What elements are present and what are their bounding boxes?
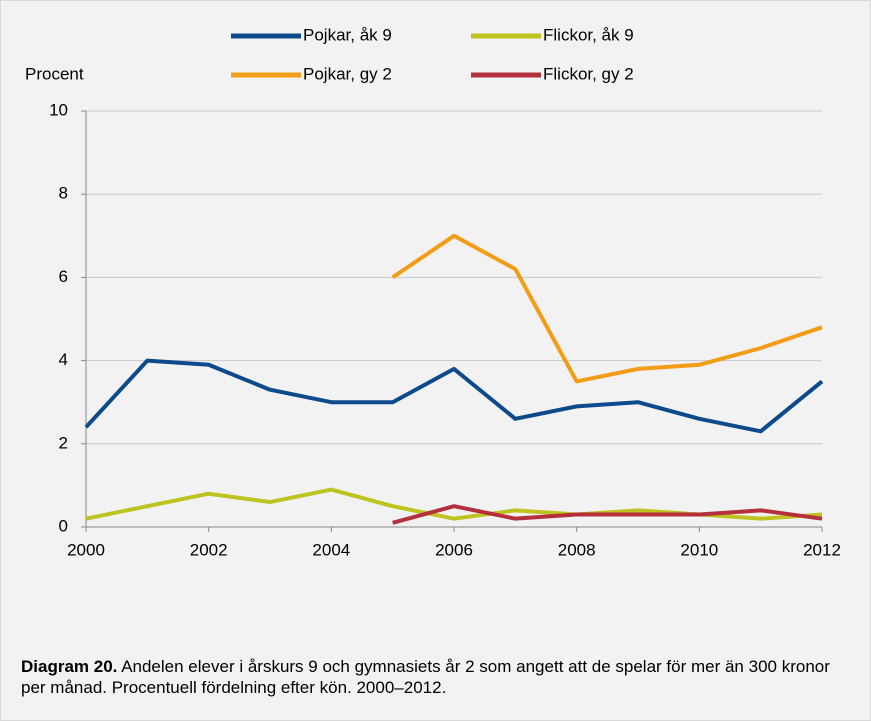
y-tick-label: 2: [59, 433, 68, 452]
y-tick-label: 4: [59, 350, 68, 369]
legend-label: Flickor, gy 2: [543, 64, 634, 83]
caption: Diagram 20. Andelen elever i årskurs 9 o…: [21, 656, 851, 698]
x-tick-label: 2010: [680, 540, 718, 559]
y-tick-label: 6: [59, 267, 68, 286]
legend-label: Pojkar, gy 2: [303, 64, 392, 83]
x-tick-label: 2004: [312, 540, 350, 559]
caption-label: Diagram 20.: [21, 657, 118, 676]
legend-label: Pojkar, åk 9: [303, 25, 392, 44]
series-line: [391, 233, 823, 384]
x-tick-label: 2002: [190, 540, 228, 559]
y-axis-label: Procent: [25, 64, 84, 83]
x-tick-label: 2006: [435, 540, 473, 559]
legend-label: Flickor, åk 9: [543, 25, 634, 44]
y-tick-label: 0: [59, 516, 68, 535]
x-tick-label: 2012: [803, 540, 841, 559]
series-line: [84, 358, 824, 434]
y-tick-label: 10: [49, 100, 68, 119]
y-tick-label: 8: [59, 184, 68, 203]
x-tick-label: 2000: [67, 540, 105, 559]
x-tick-label: 2008: [558, 540, 596, 559]
caption-text: Andelen elever i årskurs 9 och gymnasiet…: [21, 657, 830, 697]
series-line: [392, 504, 823, 525]
